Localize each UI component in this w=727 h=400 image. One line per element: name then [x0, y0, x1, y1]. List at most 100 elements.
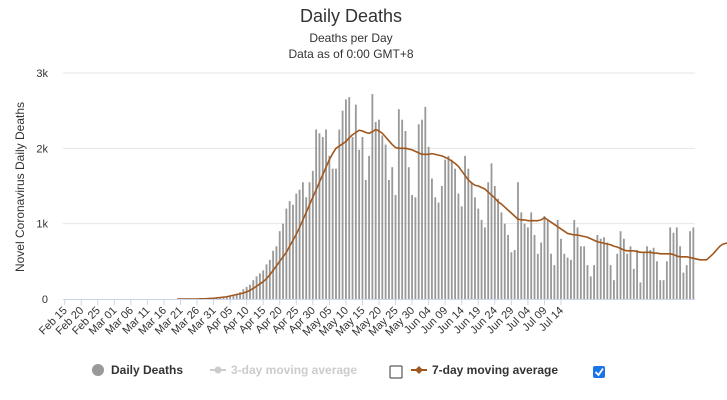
bar [576, 227, 579, 299]
bar [593, 265, 595, 299]
bar [417, 124, 420, 299]
bar [298, 189, 301, 299]
bar [609, 265, 612, 299]
bar [397, 109, 400, 299]
bar [354, 104, 357, 299]
bar [642, 252, 645, 299]
bar [570, 259, 572, 299]
bar [526, 227, 529, 299]
bar [282, 223, 284, 299]
bar [235, 293, 238, 299]
checkbox-7-day-ma-box [593, 366, 605, 378]
bar [596, 234, 599, 299]
bar [388, 179, 390, 299]
bar [665, 261, 668, 299]
checkbox-3-day-ma[interactable] [389, 365, 403, 379]
bar [490, 163, 493, 299]
bar [682, 272, 685, 299]
bar [272, 250, 275, 299]
bar [560, 238, 562, 299]
y-tick-label: 2k [36, 143, 48, 155]
chart-subtitle-line1: Deaths per Day [309, 31, 392, 45]
bar [301, 182, 304, 299]
bar [381, 135, 384, 299]
bar [613, 280, 615, 299]
bar [454, 168, 457, 299]
bar [278, 231, 281, 299]
bar [467, 168, 470, 299]
bar [361, 137, 364, 299]
bar [427, 146, 430, 299]
bar [258, 273, 261, 299]
legend-item-7-day-ma[interactable]: 7-day moving average [411, 363, 558, 377]
legend-marker-3-day-ma [214, 366, 222, 374]
bar [450, 159, 453, 299]
y-axis-ticks: 0 1k 2k 3k [36, 68, 48, 306]
checkbox-7-day-ma[interactable] [593, 366, 605, 378]
bar [242, 289, 245, 299]
bar [477, 208, 480, 299]
bar [662, 280, 665, 299]
bar [553, 265, 556, 299]
bar [632, 268, 635, 299]
bar [566, 257, 569, 299]
bar [268, 259, 271, 299]
bar [599, 238, 602, 299]
line-7-day-ma [177, 128, 727, 300]
bar [626, 253, 629, 299]
bar [603, 237, 605, 299]
bar [394, 195, 397, 299]
bar [431, 178, 433, 299]
bar [497, 198, 500, 299]
bar [308, 182, 311, 299]
bar [328, 155, 331, 299]
bar [424, 106, 427, 300]
bar [318, 133, 321, 299]
bar [338, 129, 341, 299]
bar [646, 246, 648, 299]
bar [513, 250, 516, 299]
bar [649, 250, 652, 299]
bar [500, 212, 503, 299]
legend-item-3-day-ma[interactable]: 3-day moving average [210, 363, 357, 377]
bar [656, 261, 658, 299]
bar [659, 280, 662, 299]
bar [447, 155, 450, 299]
bar [639, 282, 642, 299]
bar [520, 212, 523, 299]
legend-label-3-day-ma: 3-day moving average [231, 363, 357, 377]
bar [404, 131, 407, 299]
bar [606, 242, 609, 299]
bar [421, 119, 423, 300]
legend-marker-7-day-ma [415, 366, 423, 374]
bar [622, 238, 625, 299]
bar [503, 223, 506, 299]
bar [401, 119, 404, 300]
bar [232, 294, 235, 299]
bar [533, 234, 536, 299]
bars-daily-deaths [209, 94, 695, 300]
bar [348, 97, 351, 299]
bar [262, 270, 265, 299]
bar [285, 208, 288, 299]
bar [325, 129, 327, 299]
bar [487, 182, 490, 299]
bar [345, 99, 347, 300]
bar [689, 231, 691, 299]
bar [523, 223, 526, 299]
bar [619, 231, 622, 299]
bar [589, 276, 592, 299]
bar [368, 155, 370, 299]
bar [563, 253, 566, 299]
bar [225, 296, 228, 299]
legend-item-daily-deaths[interactable]: Daily Deaths [92, 363, 183, 377]
y-tick-label: 1k [36, 219, 48, 231]
bar [652, 247, 655, 299]
bar [669, 227, 672, 299]
bar [288, 201, 291, 299]
bar [672, 232, 675, 299]
bar [245, 286, 248, 299]
bar [675, 227, 678, 299]
